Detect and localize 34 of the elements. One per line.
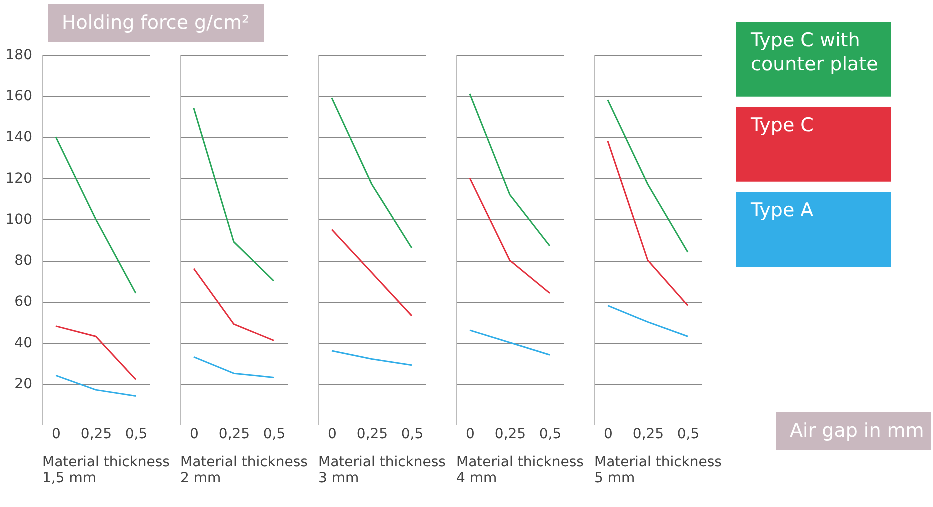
x-tick-label: 0,25 xyxy=(356,426,388,442)
text: Air gap in mm xyxy=(776,412,931,450)
x-tick-label: 0,5 xyxy=(677,426,700,442)
x-axis-title: Material thickness 5 mm xyxy=(594,454,722,486)
y-tick-label: 120 xyxy=(6,170,32,187)
x-tick-label: 0,25 xyxy=(632,426,664,442)
y-tick-label: 100 xyxy=(6,212,32,228)
x-axis-title: Material thickness 3 mm xyxy=(318,454,446,486)
x-tick-label: 0 xyxy=(52,426,61,442)
x-tick-label: 0,25 xyxy=(80,426,112,442)
y-tick-label: 140 xyxy=(6,130,32,146)
text: Type C xyxy=(750,114,814,136)
y-tick-label: 180 xyxy=(6,48,32,64)
y-tick-label: 160 xyxy=(6,88,32,105)
y-axis-title: Holding force g/cm² xyxy=(48,4,264,42)
x-tick-label: 0,5 xyxy=(539,426,562,442)
x-axis-title: Material thickness 4 mm xyxy=(456,454,584,486)
x-tick-label: 0,25 xyxy=(494,426,526,442)
x-tick-label: 0 xyxy=(604,426,613,442)
x-axis-title: Material thickness 2 mm xyxy=(180,454,308,486)
x-tick-label: 0,25 xyxy=(218,426,250,442)
y-tick-label: 60 xyxy=(14,294,32,310)
x-tick-label: 0,5 xyxy=(263,426,286,442)
text: Type C with counter plate xyxy=(750,29,878,76)
x-tick-label: 0 xyxy=(190,426,199,442)
x-tick-label: 0,5 xyxy=(125,426,148,442)
x-tick-label: 0 xyxy=(466,426,475,442)
y-tick-label: 20 xyxy=(14,376,32,392)
x-tick-label: 0 xyxy=(328,426,337,442)
text: Type A xyxy=(750,200,814,222)
y-tick-label: 80 xyxy=(14,253,32,270)
x-tick-label: 0,5 xyxy=(401,426,424,442)
y-tick-label: 40 xyxy=(14,335,32,352)
x-axis-title: Material thickness 1,5 mm xyxy=(42,454,170,486)
